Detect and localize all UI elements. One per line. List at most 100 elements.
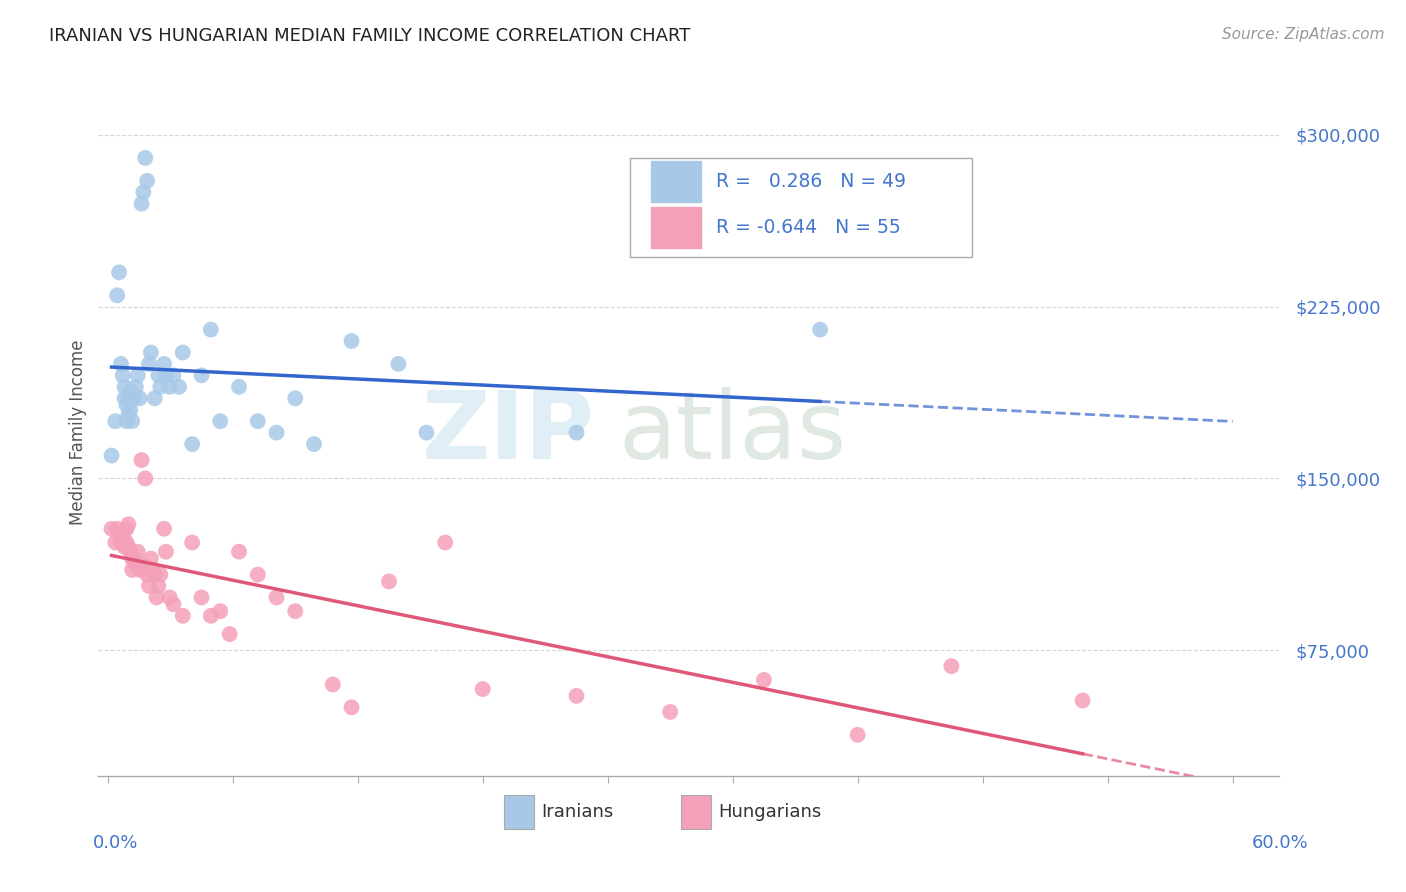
Point [434, 535, 457, 549]
Point [143, 391, 166, 405]
FancyBboxPatch shape [681, 796, 711, 829]
Point [752, 673, 775, 687]
Point [131, 196, 153, 211]
Point [162, 598, 184, 612]
Point [131, 453, 153, 467]
Point [114, 540, 136, 554]
Point [190, 368, 212, 383]
Point [302, 437, 325, 451]
Text: Source: ZipAtlas.com: Source: ZipAtlas.com [1222, 27, 1385, 42]
Point [246, 567, 269, 582]
Point [127, 558, 149, 573]
Point [142, 563, 165, 577]
Point [228, 544, 250, 558]
Point [100, 522, 122, 536]
Point [125, 558, 148, 573]
Point [266, 425, 288, 440]
Point [111, 368, 134, 383]
Point [155, 544, 177, 558]
Point [117, 517, 139, 532]
Point [181, 535, 204, 549]
Point [105, 522, 128, 536]
Point [139, 551, 162, 566]
Point [565, 425, 588, 440]
Point [284, 391, 307, 405]
Point [132, 186, 155, 200]
Point [162, 368, 184, 383]
Point [105, 288, 128, 302]
Point [121, 563, 143, 577]
Point [387, 357, 409, 371]
Point [190, 591, 212, 605]
Point [148, 368, 170, 383]
Point [284, 604, 307, 618]
Point [115, 522, 138, 536]
Point [117, 407, 139, 421]
Point [132, 558, 155, 573]
Text: R = -0.644   N = 55: R = -0.644 N = 55 [716, 219, 901, 237]
Point [340, 334, 363, 348]
Point [159, 591, 181, 605]
Point [153, 357, 176, 371]
Point [209, 604, 232, 618]
Text: Hungarians: Hungarians [718, 803, 821, 821]
Point [200, 322, 222, 336]
Point [108, 528, 131, 542]
Point [111, 528, 134, 542]
Point [110, 357, 132, 371]
Point [139, 345, 162, 359]
Point [115, 414, 138, 428]
Point [114, 380, 136, 394]
Point [148, 579, 170, 593]
Point [134, 471, 156, 485]
Point [266, 591, 288, 605]
Point [117, 391, 139, 405]
Point [121, 551, 143, 566]
FancyBboxPatch shape [651, 208, 700, 248]
Point [159, 380, 181, 394]
Point [149, 380, 172, 394]
Text: IRANIAN VS HUNGARIAN MEDIAN FAMILY INCOME CORRELATION CHART: IRANIAN VS HUNGARIAN MEDIAN FAMILY INCOM… [49, 27, 690, 45]
Point [104, 535, 127, 549]
Point [415, 425, 437, 440]
Point [153, 522, 176, 536]
Point [659, 705, 682, 719]
Point [228, 380, 250, 394]
Point [117, 540, 139, 554]
Point [115, 398, 138, 412]
Point [134, 151, 156, 165]
Point [121, 414, 143, 428]
Y-axis label: Median Family Income: Median Family Income [69, 340, 87, 525]
Text: ZIP: ZIP [422, 386, 595, 479]
Point [100, 449, 122, 463]
Point [110, 535, 132, 549]
FancyBboxPatch shape [630, 158, 973, 258]
Point [181, 437, 204, 451]
Point [114, 391, 136, 405]
Point [120, 384, 142, 399]
Point [218, 627, 240, 641]
Point [471, 681, 494, 696]
Point [127, 368, 149, 383]
Point [246, 414, 269, 428]
Text: atlas: atlas [619, 386, 846, 479]
FancyBboxPatch shape [651, 161, 700, 202]
Text: 60.0%: 60.0% [1253, 834, 1309, 853]
Point [108, 265, 131, 279]
Point [125, 380, 148, 394]
Point [378, 574, 401, 589]
Text: 0.0%: 0.0% [93, 834, 138, 853]
Point [143, 567, 166, 582]
Point [121, 391, 143, 405]
Point [127, 544, 149, 558]
Point [322, 677, 344, 691]
Point [128, 391, 150, 405]
Point [846, 728, 869, 742]
Point [136, 174, 159, 188]
Point [120, 402, 142, 417]
Point [941, 659, 963, 673]
Point [120, 544, 142, 558]
Point [149, 567, 172, 582]
FancyBboxPatch shape [503, 796, 534, 829]
Point [172, 345, 194, 359]
